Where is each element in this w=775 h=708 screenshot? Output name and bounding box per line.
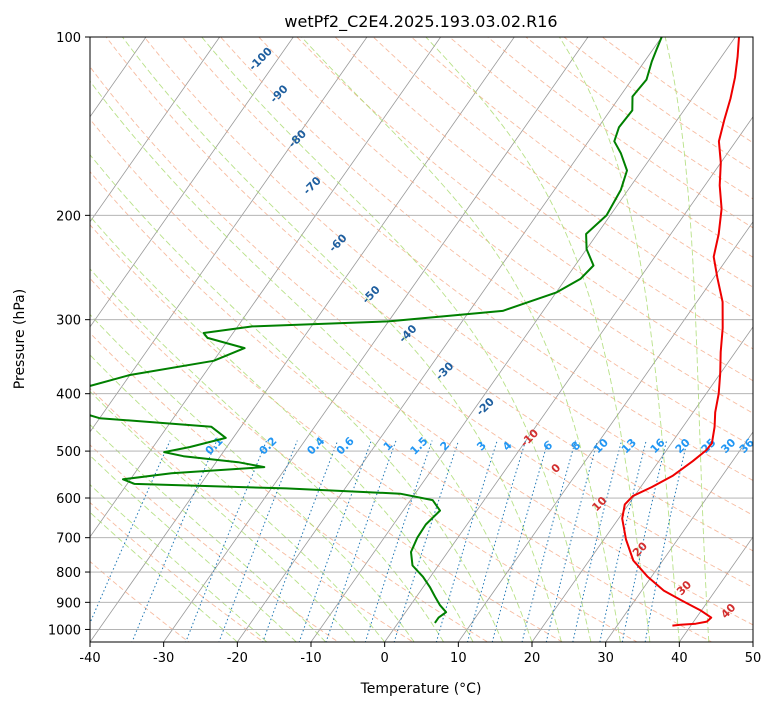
moist-adiabat-line <box>300 37 621 642</box>
isotherm-line <box>678 536 753 642</box>
x-tick-label: -40 <box>79 651 100 666</box>
y-tick-label: 200 <box>56 209 81 224</box>
dry-adiabat-line <box>181 37 753 481</box>
moist-adiabat-line <box>90 313 415 642</box>
dry-adiabat-line <box>296 37 753 382</box>
x-tick-label: 50 <box>745 651 762 666</box>
mixing-ratio-line <box>545 440 598 642</box>
mixing-ratio-line <box>131 440 218 642</box>
dry-adiabat-line <box>90 387 414 642</box>
isotherm-line <box>90 37 368 433</box>
mixing-ratio-line <box>491 440 549 642</box>
dry-adiabat-line <box>90 501 265 642</box>
dry-adiabat-line <box>90 332 489 642</box>
isotherm-line <box>605 431 753 642</box>
mixing-ratio-line <box>435 440 498 642</box>
mixing-ratio-line <box>521 440 576 642</box>
x-tick-label: 40 <box>671 651 688 666</box>
mixing-ratio-line <box>466 440 527 642</box>
isotherm-line <box>90 37 294 328</box>
moist-adiabat-line <box>90 215 474 642</box>
x-axis-label: Temperature (°C) <box>360 681 482 697</box>
mixing-ratio-line <box>90 440 171 625</box>
y-tick-label: 700 <box>56 532 81 547</box>
isotherm-line <box>457 221 753 642</box>
x-tick-label: 10 <box>450 651 467 666</box>
mixing-ratio-line <box>325 440 397 642</box>
moist-adiabat-line <box>558 37 680 642</box>
y-tick-label: 100 <box>56 31 81 46</box>
isotherm-line <box>90 37 147 118</box>
chart-title: wetPf2_C2E4.2025.193.03.02.R16 <box>284 12 557 32</box>
isotherm-line <box>384 116 753 642</box>
x-axis-ticks: -40 -30 -20 -10 0 10 20 30 40 50 <box>79 642 761 666</box>
moist-adiabat-line <box>664 37 710 642</box>
dry-adiabat-line <box>90 277 564 642</box>
y-tick-label: 900 <box>56 596 81 611</box>
y-tick-label: 1000 <box>48 623 81 638</box>
x-tick-label: -10 <box>300 651 321 666</box>
isotherm-line <box>90 37 221 223</box>
dry-adiabat-line <box>372 37 753 319</box>
dewpoint-profile-line <box>90 37 663 624</box>
dry-adiabat-line <box>334 37 753 350</box>
x-tick-label: -20 <box>227 651 248 666</box>
moist-adiabat-line <box>90 80 533 642</box>
isotherm-line <box>90 37 515 642</box>
moist-adiabat-line <box>121 37 562 642</box>
x-tick-label: -30 <box>153 651 174 666</box>
dry-adiabat-line <box>90 118 753 626</box>
temperature-profile-line <box>621 37 740 627</box>
y-axis-ticks: 100 200 300 400 500 600 700 800 900 1000 <box>48 31 90 638</box>
y-tick-label: 400 <box>56 388 81 403</box>
x-tick-label: 20 <box>524 651 541 666</box>
dry-adiabat-line <box>143 37 753 516</box>
y-tick-label: 800 <box>56 566 81 581</box>
isotherm-line <box>310 37 736 642</box>
dry-adiabat-line <box>410 37 753 288</box>
y-tick-label: 300 <box>56 314 81 329</box>
dry-adiabat-line <box>90 444 340 642</box>
dry-adiabat-line <box>105 37 753 552</box>
isotherm-line <box>236 37 663 642</box>
y-tick-label: 500 <box>56 445 81 460</box>
moist-adiabat-line <box>90 268 444 642</box>
mixing-ratio-line <box>364 440 433 642</box>
background-lines <box>90 37 753 642</box>
y-tick-label: 600 <box>56 492 81 507</box>
isotherm-line <box>531 326 753 642</box>
x-tick-label: 30 <box>597 651 614 666</box>
y-axis-label: Pressure (hPa) <box>12 289 28 389</box>
x-tick-label: 0 <box>381 651 389 666</box>
plot-background <box>90 37 753 642</box>
moist-adiabat-line <box>90 483 268 642</box>
plot-frame <box>89 36 754 643</box>
profiles <box>90 37 740 627</box>
moist-adiabat-line <box>90 154 503 642</box>
dry-adiabat-line <box>90 170 713 642</box>
moist-adiabat-line <box>90 511 238 642</box>
isotherm-line <box>163 37 589 642</box>
